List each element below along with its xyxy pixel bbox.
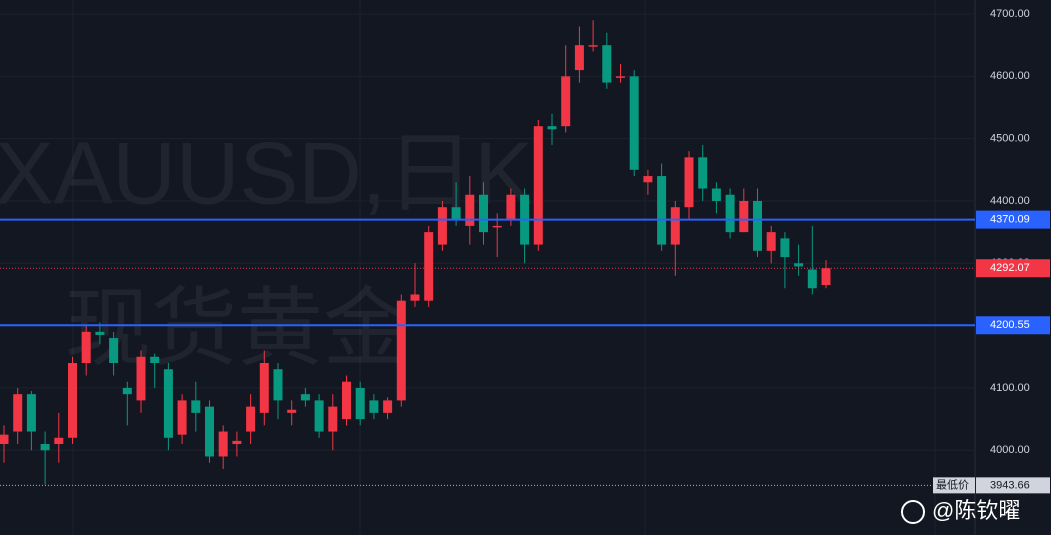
- candle-body: [109, 338, 119, 364]
- weibo-logo: [901, 500, 925, 524]
- low-tag-box: [933, 477, 975, 494]
- low-tag: 最低价: [936, 478, 969, 491]
- y-tick-label: 4500.00: [990, 133, 1030, 145]
- last-price-label: 4292.07: [990, 262, 1030, 274]
- candle-body: [670, 207, 680, 245]
- candle-body: [753, 200, 762, 251]
- candle-body: [342, 381, 351, 420]
- candle-body: [561, 76, 571, 127]
- level-label-box: [976, 316, 1050, 335]
- candle-body: [218, 431, 228, 457]
- candle-body: [657, 176, 667, 245]
- candle-body: [547, 126, 557, 130]
- candle-body: [424, 232, 434, 301]
- last-price-box: [976, 259, 1050, 278]
- candle-body: [574, 45, 584, 71]
- candle-body: [588, 45, 598, 47]
- y-tick-label: 4100.00: [990, 382, 1030, 394]
- candle-body: [40, 444, 50, 451]
- candle-body: [451, 207, 461, 220]
- y-tick-label: 4000.00: [990, 444, 1030, 456]
- candle-body: [177, 400, 187, 435]
- candle-body: [259, 363, 269, 413]
- candle-body: [794, 263, 804, 267]
- candle-body: [533, 126, 543, 245]
- candle-body: [383, 400, 393, 413]
- level-label: 4370.09: [990, 214, 1030, 226]
- candle-body: [163, 369, 173, 438]
- candle-body: [766, 232, 776, 251]
- candle-body: [506, 194, 516, 220]
- candle-body: [0, 434, 9, 445]
- y-tick-label: 4700.00: [990, 8, 1030, 20]
- low-value-box: [976, 477, 1050, 494]
- candle-body: [314, 400, 324, 432]
- low-value: 3943.66: [990, 479, 1030, 491]
- candle-body: [492, 225, 502, 228]
- overlay: 4370.09 4200.55 4292.07 最低价 3943.66: [0, 210, 1050, 494]
- candle-body: [287, 409, 297, 413]
- candle-body: [602, 45, 612, 83]
- candle-body: [95, 331, 105, 335]
- candle-body: [684, 157, 694, 208]
- candle-body: [26, 394, 36, 432]
- candle-body: [629, 76, 639, 170]
- watermark-symbol: XAUUSD,日K: [0, 123, 533, 222]
- candle-body: [369, 400, 379, 413]
- candle-body: [273, 369, 283, 401]
- level-label-box: [976, 210, 1050, 229]
- y-tick-label: 4600.00: [990, 70, 1030, 82]
- candle-body: [410, 294, 420, 301]
- candle-body: [739, 200, 749, 233]
- candle-body: [437, 207, 447, 245]
- candle-body: [355, 387, 365, 420]
- candle-body: [821, 268, 831, 286]
- y-tick-label: 4400.00: [990, 195, 1030, 207]
- candle-body: [122, 387, 132, 395]
- candle-body: [191, 400, 201, 413]
- candle-body: [396, 300, 406, 401]
- candle-body: [328, 406, 338, 432]
- candle-body: [54, 437, 64, 445]
- candle-body: [13, 394, 23, 432]
- candle-body: [81, 331, 91, 364]
- candle-body: [616, 76, 625, 78]
- candle-body: [465, 194, 475, 226]
- candle-body: [780, 238, 790, 258]
- candle-body: [725, 194, 735, 233]
- candle-body: [711, 188, 721, 201]
- candle-body: [643, 176, 653, 183]
- level-label: 4200.55: [990, 319, 1030, 331]
- candle-body: [150, 356, 160, 364]
- candle-body: [136, 356, 146, 401]
- credit: @陈钦曜: [932, 498, 1020, 523]
- candle-body: [205, 406, 214, 457]
- candle-body: [698, 157, 708, 189]
- candle-body: [232, 440, 242, 445]
- watermark-name: 现货黄金: [65, 281, 409, 377]
- candle-body: [479, 194, 488, 233]
- candle-body: [300, 394, 310, 401]
- candle-body: [68, 363, 77, 438]
- candle-body: [807, 269, 817, 289]
- candle-body: [246, 406, 256, 432]
